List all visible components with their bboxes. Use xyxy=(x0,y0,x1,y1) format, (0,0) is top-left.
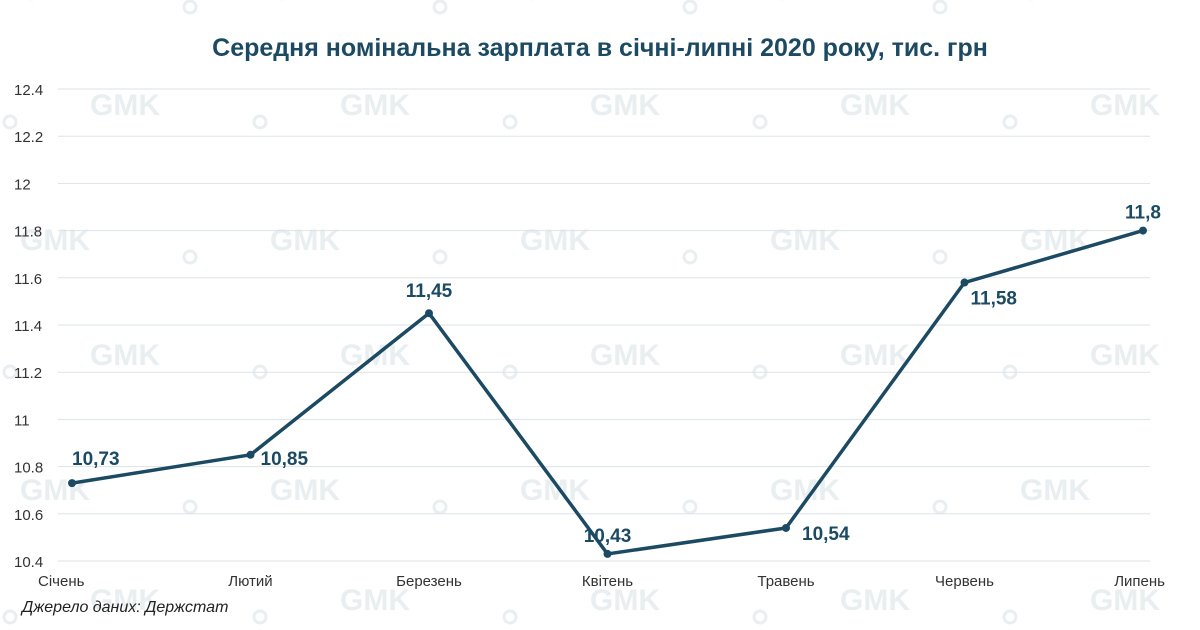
data-labels: 10,73 10,85 11,45 10,43 10,54 11,58 11,8 xyxy=(72,203,1161,547)
watermark-text: GMK xyxy=(520,224,590,257)
watermark-ring xyxy=(682,499,698,515)
watermark-ring xyxy=(432,249,448,265)
watermark-ring xyxy=(682,0,698,15)
watermark-text: GMK xyxy=(520,474,590,507)
watermark-text: GMK xyxy=(1090,89,1160,122)
watermark-text: GMK xyxy=(770,224,840,257)
watermark-ring xyxy=(752,609,768,625)
data-point xyxy=(246,450,255,459)
watermark-ring xyxy=(932,249,948,265)
y-tick-label: 10.8 xyxy=(14,460,43,477)
data-point xyxy=(603,549,612,558)
watermark-text: GMK xyxy=(270,0,340,7)
data-point xyxy=(68,479,76,488)
x-tick-label: Березень xyxy=(396,573,462,590)
data-label: 11,58 xyxy=(971,289,1018,310)
watermark-text: GMK xyxy=(1020,224,1090,257)
watermark-text: GMK xyxy=(770,0,840,7)
watermark-text: GMK xyxy=(20,474,90,507)
watermark-ring xyxy=(252,114,268,130)
x-axis-ticks: Січень Лютий Березень Квітень Травень Червень… xyxy=(38,573,1165,590)
data-points xyxy=(68,226,1147,558)
watermark-text: GMK xyxy=(1090,584,1160,617)
y-tick-label: 11 xyxy=(14,412,30,429)
watermark-text: GMK xyxy=(590,584,660,617)
y-tick-label: 11.8 xyxy=(14,224,42,241)
watermark-text: GMK xyxy=(1090,339,1160,372)
y-tick-label: 10.4 xyxy=(14,554,43,571)
series-line xyxy=(71,228,1144,556)
watermark-ring xyxy=(252,609,268,625)
watermark-ring xyxy=(502,114,518,130)
x-tick-label: Квітень xyxy=(582,573,633,590)
watermark-text: GMK xyxy=(520,0,590,7)
watermark-text: GMK xyxy=(270,224,340,257)
data-label: 11,45 xyxy=(406,281,453,302)
watermark-ring xyxy=(432,499,448,515)
watermark-text: GMK xyxy=(340,89,410,122)
y-tick-label: 10.6 xyxy=(14,507,43,524)
watermark-text: GMK xyxy=(590,89,660,122)
y-tick-label: 12.2 xyxy=(14,129,43,146)
watermark-text: GMK xyxy=(20,224,90,257)
data-label: 10,43 xyxy=(584,526,632,547)
gridlines xyxy=(58,88,1150,562)
source-note: Джерело даних: Держстат xyxy=(22,599,229,616)
watermark-ring xyxy=(752,114,768,130)
watermark-ring xyxy=(182,499,198,515)
y-axis-ticks: 10.4 10.6 10.8 11 11.2 11.4 11.6 11.8 12 12.2 12.4 xyxy=(14,82,43,571)
data-label: 11,8 xyxy=(1125,203,1161,224)
watermark-ring xyxy=(2,114,18,130)
data-label: 10,54 xyxy=(802,524,850,545)
watermark-text: GMK xyxy=(840,89,910,122)
watermark-text: GMK xyxy=(90,339,160,372)
watermark-ring xyxy=(2,364,18,380)
y-tick-label: 11.6 xyxy=(14,271,42,288)
watermark-ring xyxy=(432,0,448,15)
x-tick-label: Лютий xyxy=(228,573,272,590)
x-tick-label: Травень xyxy=(757,573,814,590)
watermark-text: GMK xyxy=(340,584,410,617)
watermark-ring xyxy=(2,609,18,625)
data-point xyxy=(425,309,433,318)
watermark-text: GMK xyxy=(90,89,160,122)
watermark-ring xyxy=(502,609,518,625)
watermark-ring xyxy=(1002,114,1018,130)
data-point xyxy=(1139,226,1147,235)
watermark-text: GMK xyxy=(270,474,340,507)
y-tick-label: 11.2 xyxy=(14,365,42,382)
y-tick-label: 12.4 xyxy=(14,82,43,99)
chart-title: Середня номінальна зарплата в січні-липн… xyxy=(212,34,988,62)
x-tick-label: Липень xyxy=(1114,573,1165,590)
data-point xyxy=(782,523,790,532)
watermark-ring xyxy=(182,249,198,265)
watermark-text: GMK xyxy=(1020,0,1090,7)
watermark-text: GMK xyxy=(1020,474,1090,507)
watermark-ring xyxy=(682,249,698,265)
y-tick-label: 12 xyxy=(14,176,31,193)
watermark-text: GMK xyxy=(20,0,90,7)
data-label: 10,85 xyxy=(261,449,309,470)
watermark-text: GMK xyxy=(840,584,910,617)
watermark-ring xyxy=(932,0,948,15)
watermark-text: GMK xyxy=(590,339,660,372)
watermark-ring xyxy=(932,499,948,515)
watermark-ring xyxy=(1002,609,1018,625)
data-point xyxy=(960,278,969,287)
watermark-ring xyxy=(182,0,198,15)
data-label: 10,73 xyxy=(72,449,120,470)
series-line-group xyxy=(71,228,1144,556)
watermark-text: GMK xyxy=(840,339,910,372)
watermark-text: GMK xyxy=(90,584,160,617)
x-tick-label: Червень xyxy=(935,573,994,590)
x-tick-label: Січень xyxy=(38,573,85,590)
y-tick-label: 11.4 xyxy=(14,318,42,335)
watermark-layer: GMK GMK GMK GMK GMK GMK GMK GMK GMK GMK GMK GMK GMK G… xyxy=(2,0,1160,625)
